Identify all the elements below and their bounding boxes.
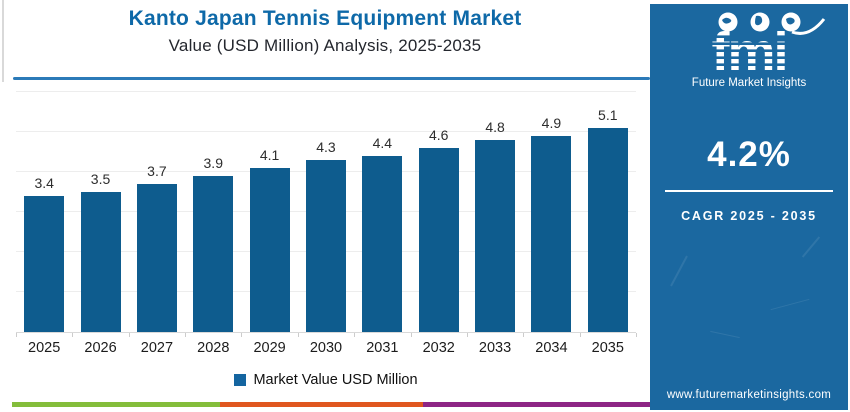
x-axis-label: 2027 [140, 340, 174, 356]
bar-column: 4.9 [523, 92, 579, 332]
fmi-logo-graphic: fmi Future Market Insights [692, 12, 826, 89]
decorative-mark [801, 236, 821, 258]
cagr-value: 4.2% [707, 135, 791, 174]
bar-column: 3.9 [185, 92, 241, 332]
globe-icon [718, 12, 738, 32]
axis-tick [410, 333, 412, 337]
bar-value-label: 4.4 [372, 135, 393, 151]
bar-value-label: 5.1 [598, 107, 618, 123]
chart-subtitle: Value (USD Million) Analysis, 2025-2035 [168, 36, 482, 55]
website-url: www.futuremarketinsights.com [666, 389, 832, 401]
bar-column: 4.3 [298, 92, 354, 332]
x-axis-label: 2035 [591, 340, 624, 356]
bar [249, 168, 290, 332]
globe-icon [750, 12, 770, 32]
chart-title: Kanto Japan Tennis Equipment Market [128, 7, 522, 30]
bar [193, 176, 234, 332]
x-axis-label: 2029 [253, 340, 286, 356]
axis-tick [16, 333, 17, 337]
cagr-divider-line [665, 190, 833, 192]
x-axis-label: 2025 [28, 340, 61, 356]
decorative-mark [710, 330, 740, 339]
bar [418, 148, 459, 332]
globe-icon [781, 12, 801, 32]
bar-column: 3.4 [16, 92, 72, 332]
x-axis-label: 2031 [366, 340, 399, 356]
stripe-segment [220, 402, 423, 407]
gridline [16, 91, 636, 92]
axis-tick [466, 333, 468, 337]
x-axis-label: 2032 [422, 340, 455, 356]
gridline [16, 131, 636, 132]
bar [80, 192, 121, 332]
x-axis-label: 2034 [535, 340, 568, 356]
bar-value-label: 4.3 [316, 139, 336, 155]
x-axis-label: 2030 [309, 340, 343, 356]
logo-swoosh-arc [791, 18, 826, 35]
x-axis-label: 2033 [478, 340, 512, 356]
axis-tick [297, 333, 299, 337]
bar [24, 196, 65, 332]
fmi-logo: fmi Future Market Insights [650, 10, 848, 95]
bar-value-label: 4.9 [541, 115, 562, 131]
decorative-mark [770, 298, 810, 311]
bar [531, 136, 572, 332]
bar [305, 160, 346, 332]
logo-subtext: Future Market Insights [692, 77, 807, 89]
bar-value-label: 3.7 [147, 163, 167, 179]
bar [362, 156, 403, 332]
bar-value-label: 3.9 [203, 155, 223, 171]
bars-container: 3.4 3.5 3.7 3.9 4.1 4.3 4.4 4.6 4.8 4.9 5.1 [16, 92, 636, 332]
bar-column: 4.6 [411, 92, 467, 332]
legend-label: Market Value USD Million [253, 372, 418, 388]
bar-value-label: 3.5 [90, 171, 111, 187]
decorative-mark [670, 255, 688, 287]
axis-tick [72, 333, 74, 337]
bar [587, 128, 628, 332]
bar-column: 5.1 [580, 92, 636, 332]
x-axis-label: 2026 [84, 340, 117, 356]
bar-column: 3.7 [129, 92, 185, 332]
legend: Market Value USD Million [16, 372, 636, 388]
stripe-segment [423, 402, 650, 407]
bar-value-label: 4.1 [259, 147, 280, 163]
x-axis-label: 2028 [197, 340, 230, 356]
axis-tick [579, 333, 581, 337]
axis-tick [185, 333, 187, 337]
cagr-label: CAGR 2025 - 2035 [681, 209, 817, 223]
bar-column: 4.8 [467, 92, 523, 332]
axis-tick [354, 333, 356, 337]
axis-tick [523, 333, 525, 337]
header-divider-line [13, 77, 650, 80]
bar [475, 140, 516, 332]
chart-header: Kanto Japan Tennis Equipment Market Valu… [0, 7, 650, 56]
bar-value-label: 4.8 [485, 119, 505, 135]
axis-tick [636, 333, 637, 337]
bar-value-label: 3.4 [34, 175, 54, 191]
bar-value-label: 4.6 [428, 127, 449, 143]
logo-text: fmi [712, 22, 787, 82]
legend-marker-swatch [234, 374, 247, 386]
bar-column: 4.4 [354, 92, 410, 332]
axis-tick [241, 333, 243, 337]
bar [136, 184, 177, 332]
stripe-segment [12, 402, 220, 407]
left-border-line [2, 0, 4, 82]
x-axis: 2025 2026 2027 2028 2029 2030 2031 2032 2033 2034… [16, 333, 637, 361]
bar-column: 4.1 [241, 92, 297, 332]
brand-sidebar: fmi Future Market Insights 4.2% CAGR 202… [650, 4, 848, 410]
axis-tick [128, 333, 130, 337]
x-axis-labels: 2025 2026 2027 2028 2029 2030 2031 2032 2033 2034… [16, 333, 636, 356]
bar-chart-plot-area: 3.4 3.5 3.7 3.9 4.1 4.3 4.4 4.6 4.8 4.9 5.1 [16, 91, 636, 333]
bar-column: 3.5 [72, 92, 128, 332]
